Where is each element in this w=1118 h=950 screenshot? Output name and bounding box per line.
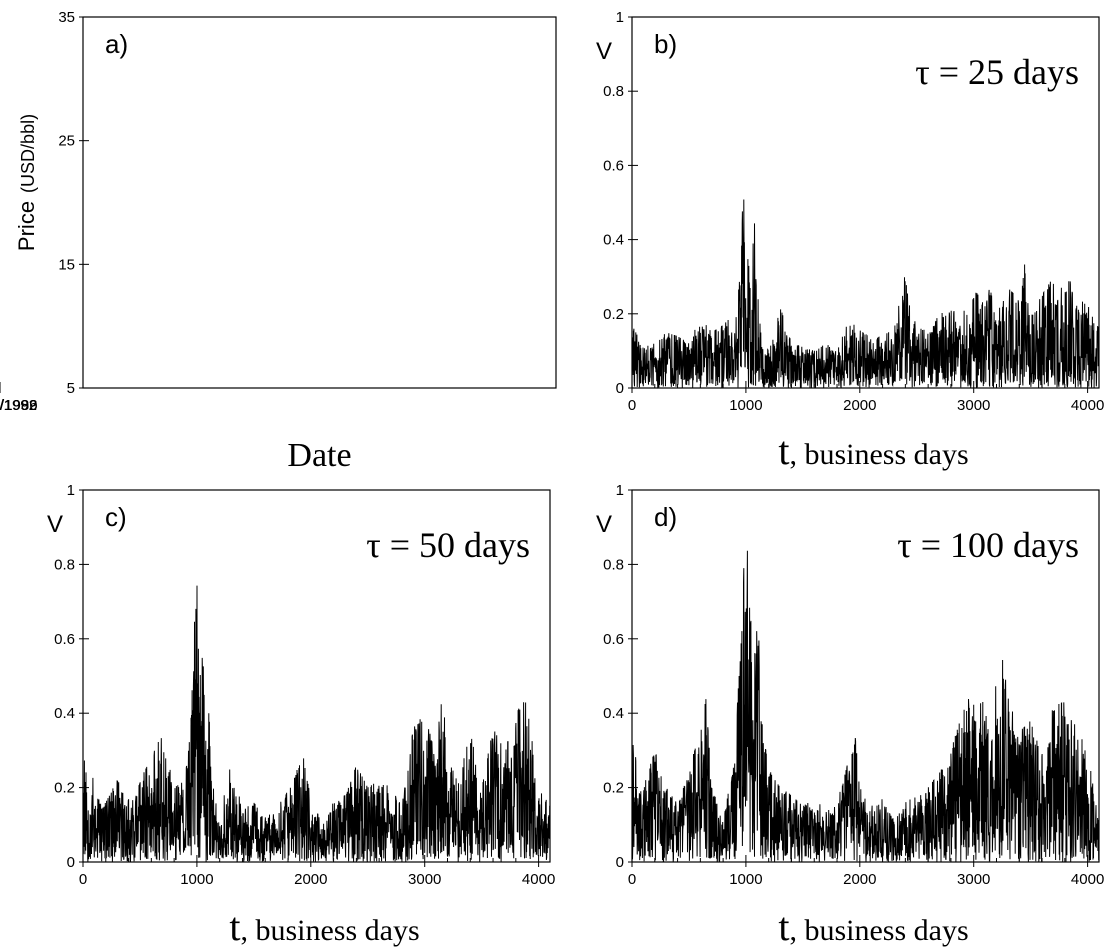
x-tick-label: 12/09/1999 [0, 397, 38, 414]
x-tick-label: 1000 [180, 871, 213, 888]
x-tick-label: 03/01/1986 [0, 397, 38, 414]
x-axis-label-var: t [778, 904, 789, 949]
panel-a: 5 15 25 35 03/01/198607/11/199212/09/1999 a) P… [0, 9, 557, 474]
x-tick-label: 1000 [729, 871, 762, 888]
series-line [631, 550, 1100, 863]
x-axis-label-rest: , business days [789, 914, 968, 947]
panel-d: 0 0.2 0.4 0.6 0.8 1 0 1000 2000 3000 4000 d) Vτ = 10… [596, 482, 1104, 949]
y-tick-label: 0 [616, 380, 624, 397]
x-tick-label: 2000 [294, 871, 327, 888]
plot-frame [631, 489, 1100, 863]
y-axis-label-name: Price [14, 201, 39, 251]
series-line [631, 199, 1100, 389]
y-tick-label: 25 [58, 133, 75, 150]
x-tick-label: 4000 [1071, 871, 1104, 888]
tau-annotation: τ = 100 days [897, 525, 1079, 565]
y-tick-label: 1 [616, 482, 624, 499]
x-axis-label: t, business days [778, 428, 968, 473]
plot-frame [631, 16, 1100, 389]
y-tick-label: 0.8 [603, 83, 624, 100]
panel-label: d) [654, 502, 677, 532]
y-tick-label: 1 [616, 9, 624, 26]
y-tick-label: 0.2 [603, 306, 624, 323]
y-tick-label: 0.8 [603, 556, 624, 573]
y-axis-label: V [596, 511, 612, 538]
y-axis-label: V [596, 38, 612, 65]
plot-frame [82, 489, 551, 863]
x-tick-label: 07/11/1992 [0, 397, 37, 414]
x-tick-label: 0 [79, 871, 87, 888]
y-axis-label: Price (USD/bbl) [14, 114, 39, 251]
y-tick-label: 0.4 [603, 232, 624, 249]
y-tick-label: 1 [67, 482, 75, 499]
x-tick-label: 4000 [522, 871, 555, 888]
y-tick-label: 0.6 [603, 157, 624, 174]
x-tick-label: 1000 [729, 397, 762, 414]
panel-b: 0 0.2 0.4 0.6 0.8 1 0 1000 2000 3000 4000 b) Vτ = 25… [596, 9, 1104, 473]
x-tick-label: 4000 [1071, 397, 1104, 414]
x-tick-label: 3000 [957, 397, 990, 414]
x-tick-label: 2000 [843, 397, 876, 414]
y-tick-label: 0.4 [603, 705, 624, 722]
panel-label: c) [105, 502, 127, 532]
y-tick-label: 0.8 [54, 556, 75, 573]
y-tick-label: 5 [67, 380, 75, 397]
y-tick-label: 0.6 [54, 631, 75, 648]
y-tick-label: 0 [616, 854, 624, 871]
x-axis-label-var: t [229, 904, 240, 949]
y-tick-label: 15 [58, 256, 75, 273]
series-line [82, 585, 551, 863]
x-axis-label: t, business days [229, 904, 419, 949]
x-tick-label: 0 [628, 871, 636, 888]
panel-label: a) [105, 29, 128, 59]
y-axis-label-unit: (USD/bbl) [18, 114, 38, 193]
y-tick-label: 35 [58, 9, 75, 26]
x-axis-label: t, business days [778, 904, 968, 949]
tau-annotation: τ = 50 days [366, 525, 530, 565]
x-axis-label-var: t [778, 428, 789, 473]
y-tick-label: 0.2 [603, 780, 624, 797]
x-axis-label-rest: , business days [240, 914, 419, 947]
y-tick-label: 0.6 [603, 631, 624, 648]
y-tick-label: 0.4 [54, 705, 75, 722]
y-tick-label: 0.2 [54, 780, 75, 797]
panel-c: 0 0.2 0.4 0.6 0.8 1 0 1000 2000 3000 4000 c) Vτ = 50… [47, 482, 555, 949]
x-tick-label: 0 [628, 397, 636, 414]
panel-label: b) [654, 29, 677, 59]
y-axis-label: V [47, 511, 63, 538]
x-axis-label-rest: , business days [789, 438, 968, 471]
x-tick-label: 3000 [957, 871, 990, 888]
x-tick-label: 2000 [843, 871, 876, 888]
plot-frame [82, 16, 557, 389]
x-tick-label: 3000 [408, 871, 441, 888]
x-axis-label: Date [287, 437, 351, 474]
y-tick-label: 0 [67, 854, 75, 871]
tau-annotation: τ = 25 days [915, 52, 1079, 92]
